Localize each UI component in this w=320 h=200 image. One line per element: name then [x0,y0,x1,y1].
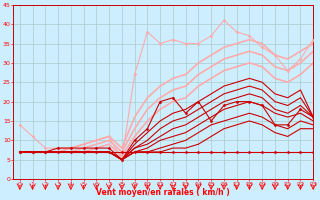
X-axis label: Vent moyen/en rafales ( km/h ): Vent moyen/en rafales ( km/h ) [96,188,230,197]
